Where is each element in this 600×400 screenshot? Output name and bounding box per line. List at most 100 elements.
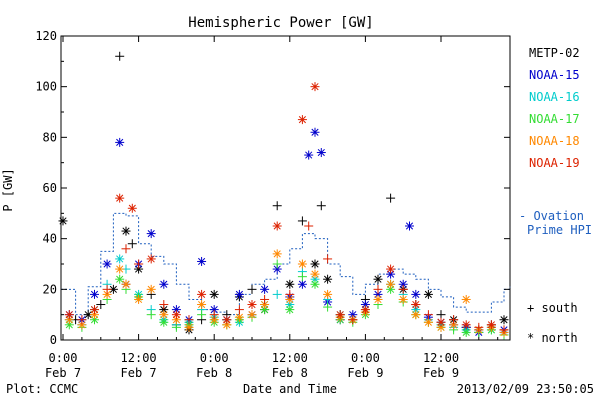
point-noaa-15-27	[360, 300, 370, 310]
point-metp-02-23	[310, 259, 320, 269]
point-noaa-19-8	[134, 259, 144, 269]
point-metp-02-21	[285, 279, 295, 289]
point-noaa-15-23	[316, 148, 326, 158]
point-noaa-17-8	[146, 310, 156, 320]
y-tick-label-3: 60	[43, 181, 57, 195]
x-tick-date-3: Feb 8	[272, 366, 308, 380]
point-noaa-19-34	[449, 315, 459, 325]
point-noaa-19-19	[272, 221, 282, 231]
y-axis-label: P [GW]	[1, 168, 15, 211]
ovation-legend: - Ovation Prime HPI	[519, 209, 592, 237]
x-tick-time-1: 12:00	[121, 351, 157, 365]
plot-credit: Plot: CCMC	[6, 382, 78, 396]
legend-item-noaa-16: NOAA-16	[529, 90, 580, 104]
point-noaa-18-30	[423, 317, 433, 327]
point-noaa-15-31	[405, 221, 414, 231]
point-noaa-16-18	[272, 289, 282, 299]
point-noaa-19-29	[386, 264, 396, 274]
point-noaa-15-3	[90, 289, 99, 299]
point-noaa-18-3	[90, 310, 99, 320]
point-noaa-17-19	[285, 305, 295, 315]
point-noaa-19-15	[222, 315, 232, 325]
ovation-legend-label-2: Prime HPI	[527, 223, 592, 237]
point-noaa-19-18	[260, 294, 270, 304]
point-noaa-15-17	[260, 284, 270, 294]
marker-legend-north: * north	[527, 331, 578, 345]
legend-item-metp-02: METP-02	[529, 46, 580, 60]
point-noaa-17-27	[386, 284, 396, 294]
point-noaa-18-16	[247, 310, 257, 320]
x-tick-time-3: 12:00	[272, 351, 308, 365]
legend-item-noaa-18: NOAA-18	[529, 134, 580, 148]
marker-legend-south: + south	[527, 301, 578, 315]
point-noaa-15-12	[197, 256, 207, 266]
point-noaa-19-14	[209, 310, 219, 320]
point-noaa-19-22	[304, 221, 314, 231]
y-tick-label-1: 20	[43, 282, 57, 296]
ovation-hpi-line	[61, 212, 511, 316]
point-noaa-15-4	[102, 259, 112, 269]
point-metp-02-30	[386, 193, 396, 203]
point-noaa-17-22	[323, 302, 333, 312]
point-noaa-18-15	[234, 312, 244, 322]
point-noaa-19-33	[436, 317, 446, 327]
x-tick-time-2: 0:00	[200, 351, 229, 365]
legend-item-noaa-17: NOAA-17	[529, 112, 580, 126]
point-metp-02-34	[436, 310, 446, 320]
point-noaa-17-33	[461, 327, 471, 337]
point-noaa-15-5	[115, 137, 125, 147]
point-noaa-17-20	[297, 272, 307, 282]
point-metp-02-33	[423, 289, 433, 299]
ovation-legend-label-1: - Ovation	[519, 209, 584, 223]
x-tick-time-4: 0:00	[351, 351, 380, 365]
point-noaa-19-20	[285, 289, 295, 299]
point-noaa-18-12	[197, 300, 207, 310]
point-metp-02-18	[247, 284, 257, 294]
point-noaa-19-31	[411, 300, 421, 310]
marker-legend: + south * north	[527, 301, 578, 345]
y-axis-ticks: 0 20 40 60 80 100 120	[35, 29, 510, 347]
point-noaa-19-4	[102, 284, 112, 294]
point-noaa-19-36	[474, 322, 484, 332]
point-noaa-19-3	[90, 305, 99, 315]
x-tick-date-2: Feb 8	[196, 366, 232, 380]
point-noaa-15-21	[304, 150, 314, 160]
point-metp-02-29	[373, 274, 383, 284]
y-tick-label-0: 0	[50, 333, 57, 347]
point-noaa-18-8	[146, 284, 156, 294]
point-noaa-18-21	[310, 269, 320, 279]
point-noaa-17-18	[272, 259, 282, 269]
point-noaa-18-27	[386, 279, 396, 289]
point-noaa-19-38	[499, 325, 509, 335]
point-noaa-15-13	[209, 305, 219, 315]
ovation-line-layer	[61, 212, 511, 316]
point-noaa-19-1	[64, 310, 74, 320]
point-noaa-18-22	[323, 289, 333, 299]
point-metp-02-20	[272, 201, 282, 211]
point-noaa-16-5	[115, 254, 125, 264]
point-noaa-18-18	[272, 249, 282, 259]
point-noaa-19-26	[348, 315, 358, 325]
chart-title: Hemispheric Power [GW]	[188, 15, 373, 31]
point-noaa-18-28	[398, 294, 408, 304]
point-noaa-15-32	[411, 289, 421, 299]
point-noaa-18-29	[411, 310, 421, 320]
point-metp-02-24	[316, 201, 326, 211]
point-metp-02-8	[127, 239, 137, 249]
point-noaa-19-21	[297, 115, 307, 125]
point-noaa-17-9	[159, 317, 169, 327]
point-metp-02-15	[209, 289, 219, 299]
data-points-layer	[58, 51, 509, 340]
point-noaa-19-23	[310, 82, 320, 92]
point-metp-02-7	[121, 226, 131, 236]
point-noaa-19-13	[197, 289, 207, 299]
point-noaa-16-19	[285, 300, 295, 310]
y-tick-label-6: 120	[35, 29, 57, 43]
point-noaa-18-20	[297, 259, 307, 269]
point-noaa-17-5	[115, 274, 125, 284]
point-noaa-19-35	[461, 320, 471, 330]
point-noaa-19-32	[423, 310, 433, 320]
point-noaa-15-22	[310, 127, 320, 137]
